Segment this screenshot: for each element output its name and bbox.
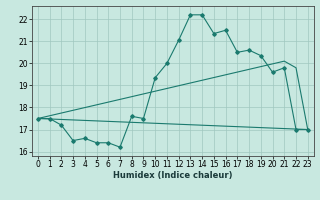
X-axis label: Humidex (Indice chaleur): Humidex (Indice chaleur) [113,171,233,180]
